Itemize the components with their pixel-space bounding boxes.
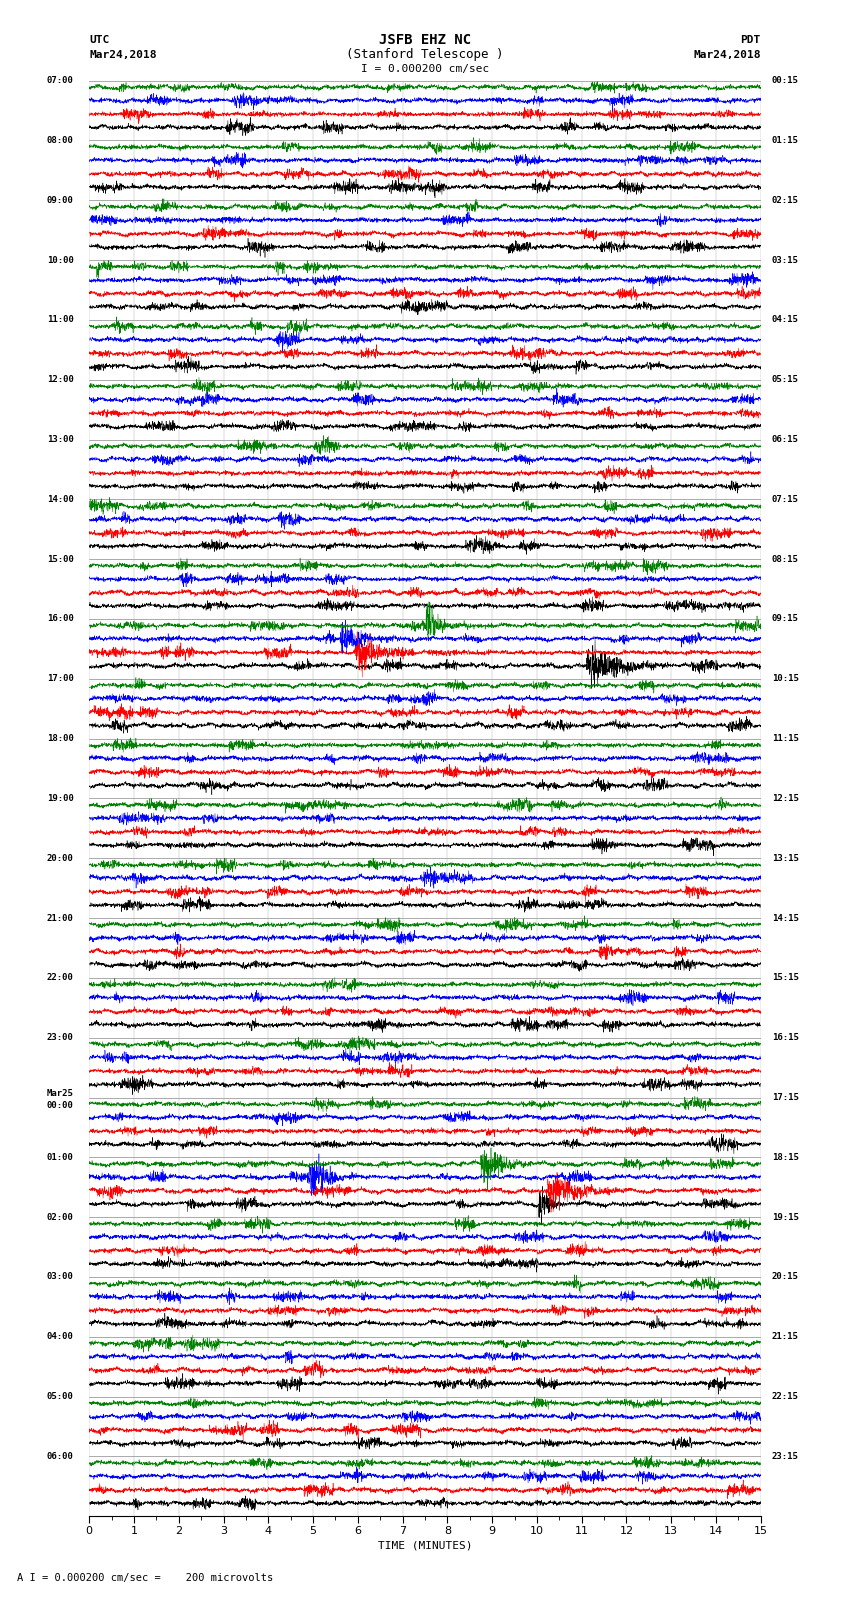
Text: 02:00: 02:00 xyxy=(47,1213,74,1221)
Text: 09:15: 09:15 xyxy=(772,615,799,624)
Text: 08:00: 08:00 xyxy=(47,135,74,145)
Text: 22:00: 22:00 xyxy=(47,973,74,982)
Text: 13:00: 13:00 xyxy=(47,436,74,444)
Text: 18:00: 18:00 xyxy=(47,734,74,744)
Text: 15:15: 15:15 xyxy=(772,973,799,982)
Text: 03:00: 03:00 xyxy=(47,1273,74,1281)
Text: 01:15: 01:15 xyxy=(772,135,799,145)
Text: Mar24,2018: Mar24,2018 xyxy=(89,50,156,60)
Text: 07:00: 07:00 xyxy=(47,76,74,85)
Text: 16:00: 16:00 xyxy=(47,615,74,624)
Text: 13:15: 13:15 xyxy=(772,853,799,863)
Text: 14:15: 14:15 xyxy=(772,913,799,923)
Text: 06:15: 06:15 xyxy=(772,436,799,444)
Text: 16:15: 16:15 xyxy=(772,1034,799,1042)
Text: 20:00: 20:00 xyxy=(47,853,74,863)
Text: 10:00: 10:00 xyxy=(47,255,74,265)
Text: 15:00: 15:00 xyxy=(47,555,74,563)
Text: 22:15: 22:15 xyxy=(772,1392,799,1402)
Text: 17:15: 17:15 xyxy=(772,1094,799,1102)
Text: 01:00: 01:00 xyxy=(47,1153,74,1161)
Text: A I = 0.000200 cm/sec =    200 microvolts: A I = 0.000200 cm/sec = 200 microvolts xyxy=(17,1573,273,1582)
Text: 12:00: 12:00 xyxy=(47,376,74,384)
Text: 04:15: 04:15 xyxy=(772,316,799,324)
Text: 11:00: 11:00 xyxy=(47,316,74,324)
Text: 07:15: 07:15 xyxy=(772,495,799,503)
Text: 02:15: 02:15 xyxy=(772,195,799,205)
Text: 21:00: 21:00 xyxy=(47,913,74,923)
Text: 06:00: 06:00 xyxy=(47,1452,74,1461)
X-axis label: TIME (MINUTES): TIME (MINUTES) xyxy=(377,1540,473,1550)
Text: 00:15: 00:15 xyxy=(772,76,799,85)
Text: 19:15: 19:15 xyxy=(772,1213,799,1221)
Text: 19:00: 19:00 xyxy=(47,794,74,803)
Text: 17:00: 17:00 xyxy=(47,674,74,684)
Text: 05:15: 05:15 xyxy=(772,376,799,384)
Text: I = 0.000200 cm/sec: I = 0.000200 cm/sec xyxy=(361,65,489,74)
Text: 03:15: 03:15 xyxy=(772,255,799,265)
Text: 14:00: 14:00 xyxy=(47,495,74,503)
Text: 04:00: 04:00 xyxy=(47,1332,74,1342)
Text: 12:15: 12:15 xyxy=(772,794,799,803)
Text: JSFB EHZ NC: JSFB EHZ NC xyxy=(379,34,471,47)
Text: Mar25: Mar25 xyxy=(47,1089,74,1097)
Text: UTC: UTC xyxy=(89,35,110,45)
Text: PDT: PDT xyxy=(740,35,761,45)
Text: 18:15: 18:15 xyxy=(772,1153,799,1161)
Text: 09:00: 09:00 xyxy=(47,195,74,205)
Text: 20:15: 20:15 xyxy=(772,1273,799,1281)
Text: 23:00: 23:00 xyxy=(47,1034,74,1042)
Text: 23:15: 23:15 xyxy=(772,1452,799,1461)
Text: 21:15: 21:15 xyxy=(772,1332,799,1342)
Text: 05:00: 05:00 xyxy=(47,1392,74,1402)
Text: 00:00: 00:00 xyxy=(47,1100,74,1110)
Text: Mar24,2018: Mar24,2018 xyxy=(694,50,761,60)
Text: 10:15: 10:15 xyxy=(772,674,799,684)
Text: 08:15: 08:15 xyxy=(772,555,799,563)
Text: 11:15: 11:15 xyxy=(772,734,799,744)
Text: (Stanford Telescope ): (Stanford Telescope ) xyxy=(346,48,504,61)
